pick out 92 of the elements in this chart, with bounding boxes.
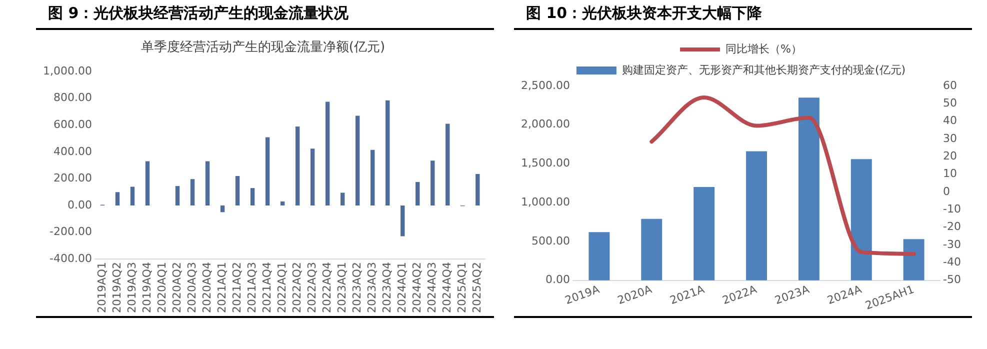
- x-tick-label: 2021AQ1: [215, 262, 228, 313]
- bar: [400, 205, 405, 236]
- y2-tick-label: 30: [943, 132, 958, 145]
- y-tick-label: 600.00: [53, 118, 92, 132]
- bar: [340, 192, 345, 206]
- x-tick-label: 2020AQ4: [200, 262, 214, 313]
- y2-tick-label: -20: [943, 220, 961, 234]
- x-tick-label: 2020AQ1: [155, 262, 168, 313]
- x-tick-label: 2023AQ3: [365, 262, 378, 313]
- x-tick-label: 2022AQ2: [290, 262, 304, 313]
- x-tick-label: 2024AQ4: [440, 262, 454, 313]
- y2-tick-label: 40: [943, 114, 958, 128]
- bar: [476, 174, 480, 206]
- y-tick-label: 0.00: [67, 198, 92, 212]
- x-tick-label: 2020AQ2: [170, 262, 184, 313]
- y-tick-label: 500.00: [531, 234, 570, 248]
- x-tick-label: 2019AQ4: [140, 262, 154, 313]
- bar: [694, 187, 715, 280]
- y2-tick-label: -50: [943, 273, 961, 286]
- bar: [746, 151, 767, 280]
- bar: [220, 205, 225, 212]
- bar: [446, 124, 450, 206]
- bar: [903, 239, 924, 280]
- bar: [430, 160, 435, 206]
- y2-tick-label: -10: [943, 202, 961, 216]
- bar: [175, 186, 180, 206]
- bar: [205, 161, 210, 206]
- bar: [280, 201, 285, 206]
- bar: [641, 218, 662, 280]
- bar: [250, 188, 255, 206]
- bar: [850, 159, 872, 280]
- x-tick-label: 2021A: [668, 282, 706, 308]
- x-tick-label: 2019AQ1: [95, 262, 108, 313]
- x-tick-label: 2022AQ1: [275, 262, 288, 313]
- bar: [416, 182, 420, 206]
- x-tick-label: 2021AQ3: [245, 262, 258, 313]
- x-tick-label: 2023AQ2: [350, 262, 364, 313]
- x-tick-label: 2022AQ3: [305, 262, 318, 313]
- bar: [265, 137, 270, 206]
- bar: [310, 148, 315, 206]
- bar: [235, 176, 240, 206]
- x-tick-label: 2024AQ1: [395, 262, 408, 313]
- y-tick-label: -200.00: [50, 225, 92, 238]
- y-tick-label: -400.00: [50, 252, 92, 265]
- y-tick-label: 2,500.00: [521, 78, 570, 92]
- y-tick-label: 2,000.00: [521, 118, 570, 131]
- x-tick-label: 2019AQ3: [125, 262, 138, 313]
- y2-tick-label: 60: [943, 78, 958, 92]
- bar: [386, 100, 390, 206]
- legend-label: 购建固定资产、无形资产和其他长期资产支付的现金(亿元): [622, 63, 906, 76]
- x-tick-label: 2024AQ3: [425, 262, 438, 313]
- x-tick-label: 2023A: [773, 282, 812, 308]
- y-tick-label: 400.00: [53, 144, 92, 158]
- line-series: [650, 95, 916, 256]
- y2-tick-label: 10: [943, 167, 958, 180]
- x-tick-label: 2022AQ4: [320, 262, 334, 313]
- bar: [355, 116, 360, 206]
- bar: [145, 161, 150, 206]
- bar: [295, 126, 300, 206]
- y2-tick-label: 0: [943, 184, 950, 198]
- y-tick-label: 1,000.00: [521, 195, 570, 208]
- x-tick-label: 2019AQ2: [110, 262, 124, 313]
- bar: [130, 186, 135, 206]
- legend-label: 同比增长（%）: [726, 42, 802, 56]
- x-tick-label: 2021AQ2: [230, 262, 244, 313]
- y-tick-label: 1,000.00: [43, 64, 92, 78]
- chart-title: 图 9：光伏板块经营活动产生的现金流量状况: [36, 0, 494, 30]
- y-tick-label: 1,500.00: [521, 156, 570, 170]
- x-tick-label: 2022A: [720, 282, 759, 308]
- x-tick-label: 2021AQ4: [260, 262, 274, 313]
- bar: [588, 232, 610, 280]
- x-tick-label: 2023AQ1: [335, 262, 348, 313]
- x-tick-label: 2023AQ4: [380, 262, 394, 313]
- x-tick-label: 2020A: [616, 282, 654, 308]
- x-tick-label: 2020AQ3: [185, 262, 198, 313]
- bar: [190, 179, 195, 206]
- y2-tick-label: -30: [943, 238, 961, 251]
- bar: [370, 150, 375, 206]
- y2-tick-label: 20: [943, 150, 958, 163]
- x-tick-label: 2024AQ2: [410, 262, 424, 313]
- x-tick-label: 2025AQ1: [456, 262, 468, 313]
- x-tick-label: 2024A: [826, 282, 864, 308]
- y2-tick-label: 50: [943, 96, 958, 110]
- bar: [798, 98, 820, 280]
- bar: [115, 192, 120, 206]
- x-tick-label: 2025AQ2: [470, 262, 484, 313]
- bar: [325, 102, 330, 206]
- y-tick-label: 800.00: [53, 91, 92, 104]
- chart-title: 图 10：光伏板块资本开支大幅下降: [514, 0, 972, 30]
- y-tick-label: 200.00: [53, 172, 92, 185]
- y2-tick-label: -40: [943, 256, 961, 269]
- chart-subtitle: 单季度经营活动产生的现金流量净额(亿元): [140, 39, 386, 56]
